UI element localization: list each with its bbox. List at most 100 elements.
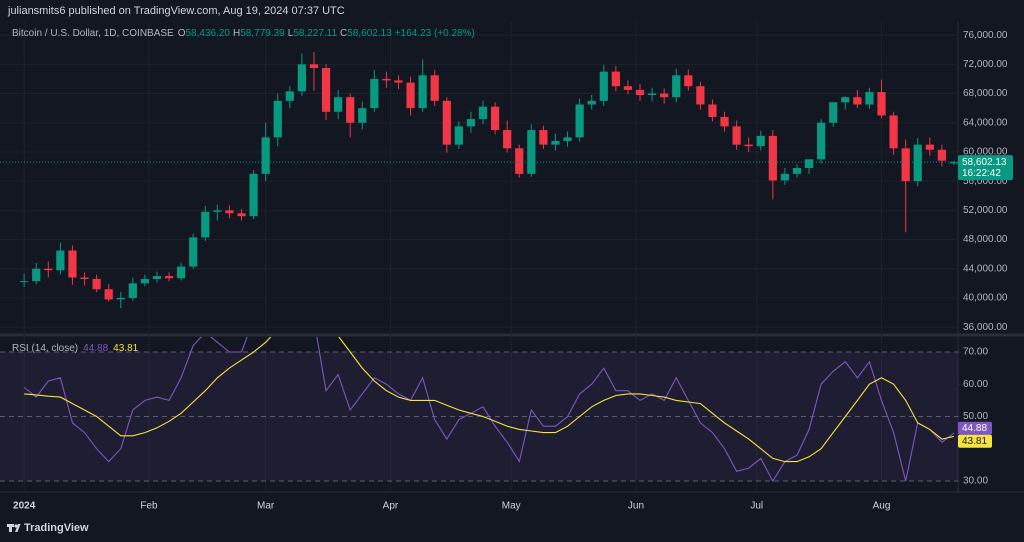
last-value-box: [958, 434, 992, 448]
rsi-legend: RSI (14, close) 44.88 43.81: [12, 343, 139, 354]
candle-body: [92, 278, 101, 290]
candle-body: [164, 276, 174, 279]
x-tick-label: May: [502, 501, 521, 512]
candle-body: [732, 126, 741, 145]
ohlc-value: 58,436.20: [186, 28, 231, 39]
candle-body: [394, 80, 403, 83]
legend-value: 43.81: [113, 343, 138, 354]
candle-body: [177, 266, 186, 279]
footer-brand: TradingView: [24, 522, 89, 534]
candle-body: [201, 211, 210, 238]
ohlc-key: L: [288, 28, 294, 39]
ohlc-value: 58,779.39: [240, 28, 285, 39]
candle-body: [189, 237, 198, 267]
candle-body: [804, 159, 814, 169]
x-tick-label: Aug: [873, 501, 891, 512]
candle-body: [358, 108, 367, 123]
y-tick-label: 40,000.00: [963, 293, 1008, 304]
candle-body: [478, 106, 488, 120]
countdown-label: 16:22:42: [962, 168, 1001, 179]
candle-body: [20, 281, 29, 283]
candle-body: [490, 106, 500, 131]
y-tick-label: 64,000.00: [963, 117, 1008, 128]
candle-body: [321, 67, 331, 112]
candle-body: [56, 250, 65, 271]
candle-body: [44, 268, 53, 271]
ohlc-value: 58,227.11: [293, 28, 337, 39]
candle-body: [660, 93, 669, 98]
y-tick-label: 70.00: [963, 347, 988, 358]
x-tick-label: Mar: [257, 501, 275, 512]
y-tick-label: 60.00: [963, 379, 988, 390]
x-tick-label: Jul: [750, 501, 763, 512]
last-value-box: [958, 421, 992, 435]
legend-title: Bitcoin / U.S. Dollar, 1D, COINBASE: [12, 28, 174, 39]
legend-value: 44.88: [83, 343, 108, 354]
rsi-pane: [0, 337, 958, 483]
x-tick-label: Jun: [628, 501, 644, 512]
y-tick-label: 68,000.00: [963, 88, 1008, 99]
candle-body: [515, 148, 524, 174]
last-value-label: 43.81: [962, 436, 987, 447]
y-tick-label: 56,000.00: [963, 176, 1008, 187]
candle-body: [647, 93, 657, 96]
last-value-label: 44.88: [962, 423, 987, 434]
candle-body: [889, 115, 898, 149]
y-tick-label: 36,000.00: [963, 322, 1008, 333]
x-tick-label: 2024: [13, 501, 36, 512]
candle-body: [454, 126, 463, 145]
candle-body: [297, 64, 306, 92]
candle-body: [430, 75, 439, 101]
y-tick-label: 60,000.00: [963, 147, 1008, 158]
ohlc-key: O: [178, 28, 186, 39]
candle-body: [466, 119, 476, 127]
y-tick-label: 44,000.00: [963, 263, 1008, 274]
y-tick-label: 50.00: [963, 411, 988, 422]
candle-body: [865, 92, 874, 105]
candle-body: [406, 82, 415, 109]
candle-body: [587, 100, 596, 105]
candle-body: [792, 168, 802, 174]
candle-body: [261, 137, 270, 174]
price-pane: [0, 34, 958, 328]
candle-body: [152, 276, 162, 279]
candle-body: [841, 97, 850, 103]
ohlc-key: C: [340, 28, 347, 39]
ohlc-key: H: [233, 28, 240, 39]
candle-body: [225, 210, 234, 214]
ohlc-value: 58,602.13: [347, 28, 392, 39]
y-tick-label: 30.00: [963, 476, 988, 487]
candle-body: [140, 278, 150, 284]
candle-body: [32, 268, 41, 282]
candle-body: [623, 86, 633, 90]
last-price-label: 58,602.13: [962, 157, 1007, 168]
candle-body: [877, 92, 886, 116]
change-value: +164.23 (+0.28%): [395, 28, 475, 39]
candle-body: [913, 144, 922, 182]
y-tick-label: 76,000.00: [963, 30, 1008, 41]
rsi-line: [23, 337, 955, 483]
candle-body: [418, 75, 427, 109]
candle-body: [817, 122, 826, 160]
x-tick-label: Apr: [383, 501, 399, 512]
candle-body: [370, 78, 379, 109]
legend-title: RSI (14, close): [12, 343, 78, 354]
candle-body: [334, 97, 343, 112]
candle-body: [237, 213, 246, 217]
candle-body: [768, 135, 777, 181]
candle-body: [599, 71, 608, 101]
candle-body: [382, 78, 391, 81]
candle-body: [684, 75, 693, 87]
candle-body: [346, 97, 355, 123]
candle-body: [104, 289, 113, 300]
candle-body: [756, 135, 765, 147]
candle-body: [539, 130, 548, 145]
candle-body: [829, 102, 838, 123]
candle-body: [503, 130, 512, 149]
candle-body: [708, 104, 717, 117]
y-tick-label: 52,000.00: [963, 205, 1008, 216]
footer-logo: [7, 524, 21, 532]
x-tick-label: Feb: [140, 501, 158, 512]
candle-body: [68, 250, 77, 278]
